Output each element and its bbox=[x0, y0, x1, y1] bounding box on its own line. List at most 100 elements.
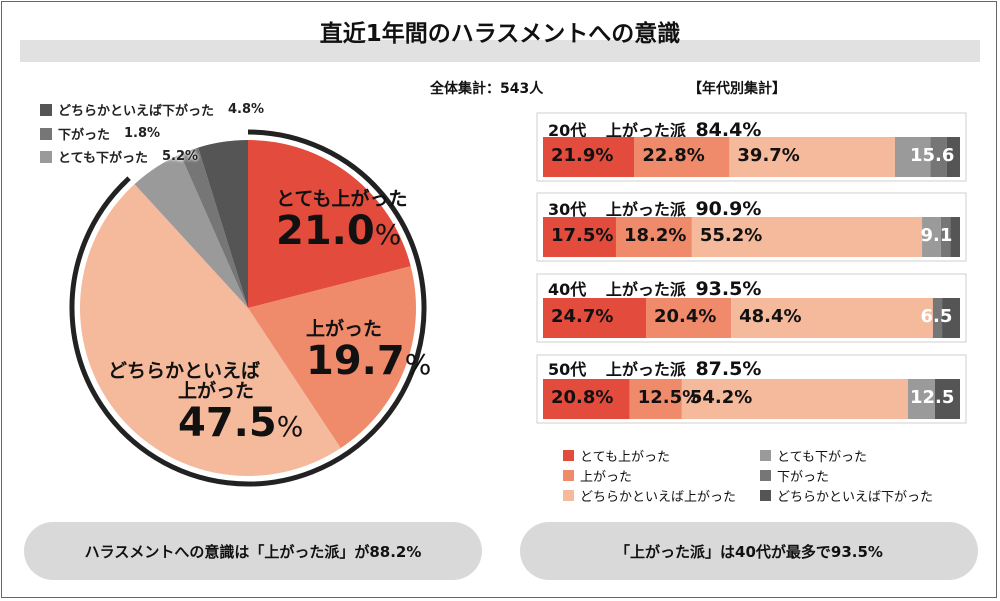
bar-segment-30代-4 bbox=[940, 217, 951, 257]
bar-legend-label: どちらかといえば下がった bbox=[777, 490, 934, 505]
bar-legend-label: とても下がった bbox=[777, 450, 867, 465]
bar-segment-30代-2 bbox=[691, 217, 923, 257]
pie-legend-value: 5.2% bbox=[161, 149, 199, 164]
pie-slice-totemo-down bbox=[134, 154, 248, 308]
bar-segment-label: 17.5% bbox=[551, 225, 614, 246]
pie-legend-item-down: 下がった 1.8% bbox=[40, 124, 160, 143]
agree-value: 93.5% bbox=[695, 278, 762, 300]
age-category-label: 50代 bbox=[548, 360, 587, 379]
pie-label-value: 47.5 bbox=[178, 399, 277, 446]
bar-segment-50代-3 bbox=[907, 379, 935, 419]
bar-segment-label: 54.2% bbox=[689, 387, 753, 408]
age-row-header-20s: 20代 上がった派 84.4% bbox=[548, 117, 761, 141]
bar-segment-40代-4 bbox=[932, 298, 943, 338]
agree-value: 90.9% bbox=[695, 198, 762, 220]
legend-swatch bbox=[760, 450, 771, 461]
age-category-label: 30代 bbox=[548, 200, 587, 219]
pie-label-value: 19.7 bbox=[306, 337, 405, 384]
legend-swatch bbox=[563, 490, 574, 501]
agree-label: 上がった派 bbox=[605, 360, 686, 379]
bar-segment-30代-1 bbox=[615, 217, 692, 257]
pie-label-percent-sign: % bbox=[276, 409, 304, 443]
pie-label-text: どちらかといえば bbox=[108, 360, 261, 382]
pie-legend-label: 下がった bbox=[58, 128, 111, 143]
bar-legend-item: 上がった bbox=[563, 466, 632, 485]
age-row-header-40s: 40代 上がった派 93.5% bbox=[548, 276, 761, 300]
bar-segment-label: 18.2% bbox=[623, 225, 687, 246]
bar-segment-label-down: 6.5 bbox=[920, 306, 953, 327]
agree-side-ring-arc bbox=[69, 129, 427, 487]
bar-segment-20代-2 bbox=[729, 137, 895, 177]
bar-legend-item: とても上がった bbox=[563, 446, 670, 465]
bar-segment-40代-1 bbox=[645, 298, 732, 338]
bar-segment-50代-1 bbox=[629, 379, 682, 419]
bar-segment-50代-0 bbox=[543, 379, 630, 419]
age-row-frame bbox=[536, 273, 967, 343]
agree-value: 84.4% bbox=[695, 119, 762, 141]
pie-label-dochira-up: どちらかといえば 上がった 47.5% bbox=[108, 360, 303, 444]
bar-legend-label: 上がった bbox=[580, 470, 633, 485]
pie-label-text: 上がった bbox=[306, 318, 383, 340]
bar-segment-label: 12.5% bbox=[637, 387, 701, 408]
bar-segment-30代-3 bbox=[922, 217, 941, 257]
legend-swatch bbox=[760, 470, 771, 481]
pie-legend-value: 1.8% bbox=[124, 126, 161, 141]
pie-legend-item-totemo-down: とても下がった 5.2% bbox=[40, 147, 198, 166]
pie-slice-dochira-down bbox=[198, 140, 248, 308]
bar-legend-item: とても下がった bbox=[760, 446, 867, 465]
bar-legend-label: どちらかといえば上がった bbox=[580, 490, 737, 505]
bar-segment-50代-5 bbox=[934, 379, 960, 419]
age-row-frame bbox=[536, 354, 967, 424]
bar-legend-label: 下がった bbox=[777, 470, 830, 485]
bar-segment-label: 55.2% bbox=[699, 225, 763, 246]
bar-segment-20代-1 bbox=[634, 137, 730, 177]
title-underline-bar bbox=[20, 40, 980, 62]
age-row-frame bbox=[536, 112, 967, 182]
pie-legend-item-dochira-down: どちらかといえば下がった 4.8% bbox=[40, 100, 264, 119]
legend-swatch bbox=[563, 470, 574, 481]
pie-label-percent-sign: % bbox=[374, 217, 402, 251]
pie-legend-label: とても下がった bbox=[58, 151, 148, 166]
age-category-label: 20代 bbox=[548, 121, 587, 140]
chart-title: 直近1年間のハラスメントへの意識 bbox=[319, 21, 681, 47]
pie-label-up: 上がった 19.7% bbox=[306, 318, 432, 384]
bar-segment-20代-3 bbox=[894, 137, 931, 177]
legend-swatch bbox=[40, 127, 52, 140]
agree-label: 上がった派 bbox=[605, 280, 686, 299]
bar-segment-40代-5 bbox=[942, 298, 960, 338]
bar-segment-50代-2 bbox=[681, 379, 908, 419]
legend-swatch bbox=[760, 490, 771, 501]
bar-segment-label: 20.4% bbox=[653, 306, 717, 327]
pie-label-text-2: 上がった bbox=[178, 379, 255, 402]
bar-segment-label-down: 9.1 bbox=[920, 225, 953, 246]
bar-segment-label: 39.7% bbox=[737, 145, 800, 166]
total-count-label: 全体集計：543人 bbox=[430, 81, 544, 97]
age-row-header-30s: 30代 上がった派 90.9% bbox=[548, 196, 761, 220]
pie-slice-dochira-up bbox=[80, 184, 341, 477]
bar-segment-20代-5 bbox=[946, 137, 960, 177]
summary-pill-left: ハラスメントへの意識は「上がった派」が88.2% bbox=[24, 522, 482, 580]
legend-swatch bbox=[563, 450, 574, 461]
pie-legend-label: どちらかといえば下がった bbox=[58, 104, 215, 119]
age-breakdown-heading: 【年代別集計】 bbox=[688, 81, 786, 97]
bar-legend-item: どちらかといえば下がった bbox=[760, 486, 933, 505]
bar-segment-label-down: 15.6 bbox=[910, 145, 955, 166]
agree-value: 87.5% bbox=[695, 358, 762, 380]
agree-label: 上がった派 bbox=[605, 200, 686, 219]
pie-label-value: 21.0 bbox=[276, 207, 375, 254]
legend-swatch bbox=[40, 150, 52, 163]
pie-label-percent-sign: % bbox=[404, 347, 432, 381]
bar-segment-20代-4 bbox=[930, 137, 947, 177]
bar-segment-label: 21.9% bbox=[551, 145, 614, 166]
pie-label-totemo-up: とても上がった 21.0% bbox=[276, 189, 407, 254]
pie-legend-value: 4.8% bbox=[228, 102, 265, 117]
agree-label: 上がった派 bbox=[605, 121, 686, 140]
bar-segment-label: 20.8% bbox=[551, 387, 614, 408]
bar-segment-label: 48.4% bbox=[739, 306, 802, 327]
age-category-label: 40代 bbox=[548, 280, 587, 299]
age-row-header-50s: 50代 上がった派 87.5% bbox=[548, 356, 761, 380]
bar-segment-40代-0 bbox=[543, 298, 646, 338]
